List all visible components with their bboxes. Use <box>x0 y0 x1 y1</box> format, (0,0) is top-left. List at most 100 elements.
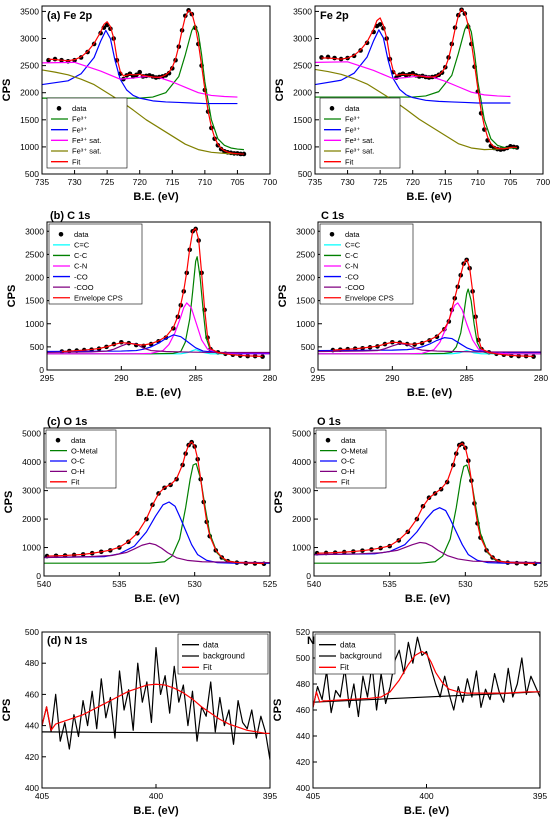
y-axis-label: CPS <box>274 79 286 102</box>
y-axis-label: CPS <box>273 491 285 514</box>
plot-frame <box>317 221 542 371</box>
x-tick-label: 710 <box>198 177 212 187</box>
plot-frame <box>313 427 542 577</box>
y-tick-label: 1000 <box>22 543 41 553</box>
panel-fe-left: 735 730 725 720 715 710 705 700 500 1000 1500 2000 2… <box>1 5 277 203</box>
legend-swatch <box>55 437 61 443</box>
legend-swatch <box>58 231 64 237</box>
series-group <box>314 441 541 567</box>
legend-label: Fit <box>341 478 350 487</box>
panel-c-left: 295 290 285 280 0 500 1000 1500 2000 2500 3000 B.E.… <box>6 210 277 399</box>
y-tick-label: 5000 <box>292 429 311 439</box>
y-tick-label: 4000 <box>292 457 311 467</box>
y-tick-label: 3000 <box>293 34 312 44</box>
panel-o-left: 540 535 530 525 0 1000 2000 3000 4000 5000 B.E. (e… <box>3 416 277 605</box>
series-envelope-cps-6-line <box>61 227 263 357</box>
legend-label: data <box>345 104 360 113</box>
y-tick-label: 3500 <box>20 6 39 16</box>
y-tick-label: 480 <box>296 679 310 689</box>
legend-label: Fit <box>71 478 80 487</box>
x-tick-label: 290 <box>114 373 128 383</box>
series-group <box>42 8 247 157</box>
legend-swatch <box>329 231 335 237</box>
legend-label: C-N <box>345 262 358 271</box>
x-axis-label: B.E. (eV) <box>404 805 450 817</box>
y-tick-label: 1500 <box>25 296 44 306</box>
x-tick-label: 395 <box>533 791 547 801</box>
x-axis-label: B.E. (eV) <box>405 593 451 605</box>
y-tick-label: 1500 <box>20 115 39 125</box>
x-axis-label: B.E. (eV) <box>406 191 452 203</box>
legend-label: C=C <box>74 241 90 250</box>
data-point <box>531 354 536 359</box>
x-axis-label: B.E. (eV) <box>136 387 182 399</box>
x-tick-label: 530 <box>458 579 472 589</box>
series-fe3plus-2-line <box>315 29 511 104</box>
legend-label: O-C <box>71 457 85 466</box>
legend-swatch <box>329 106 335 111</box>
plot-frame <box>41 5 271 175</box>
x-tick-label: 725 <box>373 177 387 187</box>
panel-o-right: 540 535 530 525 0 1000 2000 3000 4000 5000 B.E. (e… <box>273 416 548 605</box>
legend-label: Fit <box>72 157 81 166</box>
panel-title: (b) C 1s <box>50 210 90 222</box>
plot-frame <box>314 5 544 175</box>
series-fit-5-line <box>48 9 244 155</box>
legend-label: data <box>340 640 356 649</box>
series-group <box>313 636 540 718</box>
y-tick-label: 500 <box>25 627 39 637</box>
series-o-h-3-line <box>44 542 270 564</box>
data-point <box>166 70 172 76</box>
series-c-n-3-line <box>47 302 270 355</box>
legend-label: O-C <box>341 457 355 466</box>
x-tick-label: 295 <box>311 373 325 383</box>
legend-swatch <box>56 106 62 111</box>
legend-label: data <box>203 640 219 649</box>
series-o-c-2-line <box>314 507 541 564</box>
series-envelope-cps-6-line <box>332 258 534 357</box>
series-fit-5-line <box>321 8 517 150</box>
y-tick-label: 460 <box>25 689 39 699</box>
series-fit-4-line <box>46 441 264 565</box>
y-tick-label: 520 <box>296 627 310 637</box>
panel-c-right: 295 290 285 280 0 500 1000 1500 2000 2500 3000 B.E.… <box>277 210 548 399</box>
legend-label: Fe³⁺ <box>72 115 87 124</box>
legend-label: data <box>345 230 360 239</box>
y-axis-label: CPS <box>272 699 284 722</box>
y-tick-label: 1000 <box>296 319 315 329</box>
x-tick-label: 290 <box>385 373 399 383</box>
legend-label: Fit <box>340 663 350 672</box>
legend-label: -COO <box>74 283 94 292</box>
x-tick-label: 715 <box>438 177 452 187</box>
x-tick-label: 535 <box>112 579 126 589</box>
y-tick-label: 3000 <box>25 226 44 236</box>
y-tick-label: 1500 <box>296 296 315 306</box>
x-tick-label: 525 <box>534 579 548 589</box>
y-tick-label: 2000 <box>292 514 311 524</box>
x-axis-label: B.E. (eV) <box>407 387 453 399</box>
x-tick-label: 395 <box>263 791 277 801</box>
x-tick-label: 400 <box>419 791 433 801</box>
x-tick-label: 280 <box>263 373 277 383</box>
x-tick-label: 280 <box>534 373 548 383</box>
x-tick-label: 530 <box>188 579 202 589</box>
x-tick-label: 710 <box>471 177 485 187</box>
legend: data background Fit <box>177 633 269 675</box>
data-point <box>218 146 224 152</box>
y-axis-label: CPS <box>1 79 13 102</box>
legend-label: Fit <box>203 663 213 672</box>
legend-label: data <box>72 104 87 113</box>
y-tick-label: 3500 <box>293 6 312 16</box>
x-tick-label: 705 <box>230 177 244 187</box>
y-tick-label: 2000 <box>296 273 315 283</box>
legend-label: -CO <box>74 272 88 281</box>
x-axis-label: B.E. (eV) <box>133 191 179 203</box>
y-tick-label: 3000 <box>296 226 315 236</box>
x-tick-label: 720 <box>133 177 147 187</box>
legend-box <box>319 223 414 305</box>
y-tick-label: 500 <box>296 653 310 663</box>
legend-label: C-C <box>345 251 359 260</box>
